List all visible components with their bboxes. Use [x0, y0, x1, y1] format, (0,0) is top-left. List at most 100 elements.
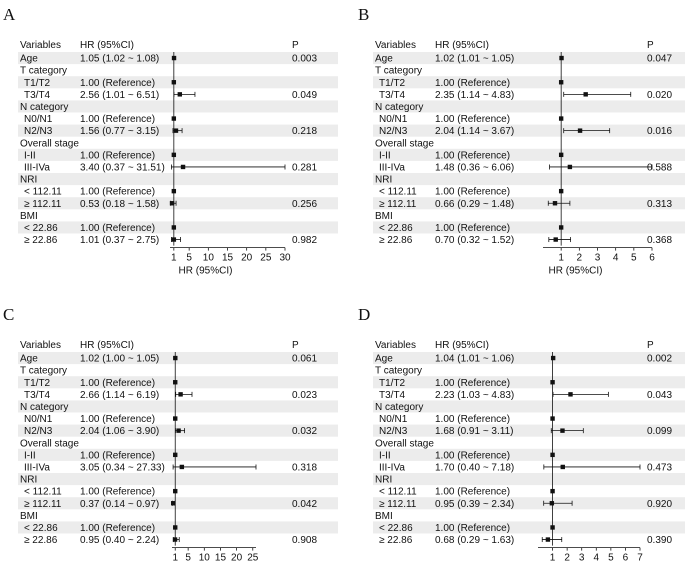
- row-hr-text: 1.00 (Reference): [435, 78, 510, 89]
- row-hr-text: 1.00 (Reference): [80, 487, 155, 498]
- x-tick-label: 20: [241, 253, 253, 264]
- row-stripe: [373, 148, 685, 161]
- row-label: T1/T2: [379, 378, 406, 389]
- row-label: < 22.86: [24, 523, 58, 534]
- row-label: III-IVa: [24, 163, 50, 174]
- row-stripe: [373, 52, 685, 65]
- row-stripe: [18, 52, 338, 65]
- row-hr-text: 1.00 (Reference): [80, 187, 155, 198]
- header-hr: HR (95%CI): [435, 340, 489, 351]
- row-label: T3/T4: [379, 390, 406, 401]
- row-stripe: [373, 424, 685, 437]
- header-variables: Variables: [375, 340, 416, 351]
- row-stripe: [18, 473, 338, 486]
- hr-point: [577, 128, 583, 133]
- hr-point: [169, 201, 175, 206]
- row-hr-text: 0.70 (0.32 ~ 1.52): [435, 235, 514, 246]
- row-p-value: 0.002: [647, 354, 672, 365]
- row-stripe: [18, 521, 338, 534]
- header-p: P: [292, 340, 299, 351]
- row-label: T3/T4: [379, 90, 406, 101]
- x-tick-label: 5: [631, 253, 637, 264]
- row-stripe: [373, 197, 685, 210]
- row-label: T category: [375, 366, 422, 377]
- row-p-value: 0.368: [647, 235, 672, 246]
- row-hr-text: 1.00 (Reference): [435, 187, 510, 198]
- x-tick-label: 5: [608, 553, 614, 563]
- hr-point: [567, 164, 573, 170]
- x-tick-label: 5: [186, 253, 192, 264]
- panel-label: A: [3, 5, 16, 24]
- hr-point: [545, 537, 551, 542]
- row-p-value: 0.281: [292, 163, 317, 174]
- row-hr-text: 1.02 (1.01 ~ 1.05): [435, 54, 514, 65]
- hr-point: [180, 164, 186, 170]
- x-tick-label: 6: [649, 253, 655, 264]
- row-label: N0/N1: [379, 114, 408, 125]
- row-stripe: [18, 448, 338, 461]
- row-label: Overall stage: [20, 138, 79, 149]
- hr-point: [550, 355, 556, 361]
- row-label: BMI: [375, 211, 393, 222]
- row-label: < 22.86: [379, 223, 413, 234]
- row-hr-text: 1.00 (Reference): [435, 450, 510, 461]
- row-hr-text: 1.00 (Reference): [435, 414, 510, 425]
- row-hr-text: 1.00 (Reference): [80, 414, 155, 425]
- x-tick-label: 25: [247, 553, 259, 563]
- row-hr-text: 1.04 (1.01 ~ 1.06): [435, 354, 514, 365]
- row-stripe: [373, 497, 685, 510]
- row-hr-text: 2.04 (1.06 ~ 3.90): [80, 426, 159, 437]
- row-hr-text: 1.00 (Reference): [80, 378, 155, 389]
- panel-label: D: [358, 305, 370, 324]
- x-tick-label: 10: [203, 253, 215, 264]
- row-label: I-II: [379, 150, 391, 161]
- row-p-value: 0.313: [647, 199, 672, 210]
- row-label: N category: [20, 402, 68, 413]
- row-p-value: 0.032: [292, 426, 317, 437]
- row-hr-text: 1.00 (Reference): [435, 223, 510, 234]
- x-tick-label: 1: [171, 253, 177, 264]
- row-stripe: [18, 221, 338, 234]
- row-label: ≥ 22.86: [379, 535, 413, 546]
- hr-point: [549, 501, 555, 506]
- x-tick-label: 5: [185, 553, 191, 563]
- hr-point: [560, 464, 565, 470]
- row-stripe: [373, 221, 685, 234]
- row-hr-text: 1.00 (Reference): [80, 114, 155, 125]
- row-hr-text: 1.02 (1.00 ~ 1.05): [80, 354, 159, 365]
- row-label: < 112.11: [24, 187, 62, 198]
- header-variables: Variables: [20, 40, 61, 51]
- row-stripe: [373, 173, 685, 186]
- row-label: N0/N1: [24, 114, 53, 125]
- row-label: NRI: [20, 175, 37, 186]
- hr-point: [173, 128, 179, 133]
- row-label: I-II: [24, 150, 36, 161]
- row-p-value: 0.047: [647, 54, 672, 65]
- x-axis-label: HR (95%CI): [549, 266, 603, 277]
- row-label: < 22.86: [379, 523, 413, 534]
- row-p-value: 0.390: [647, 535, 672, 546]
- x-tick-label: 4: [613, 253, 619, 264]
- panel-label: B: [358, 5, 369, 24]
- x-axis-label: HR (95%CI): [179, 266, 233, 277]
- row-label: N0/N1: [379, 414, 408, 425]
- row-p-value: 0.020: [647, 90, 672, 101]
- x-tick-label: 6: [623, 553, 629, 563]
- row-label: T1/T2: [379, 78, 406, 89]
- row-label: T category: [20, 366, 67, 377]
- x-tick-label: 7: [637, 553, 643, 563]
- row-p-value: 0.318: [292, 463, 317, 474]
- row-stripe: [18, 76, 338, 89]
- row-hr-text: 2.56 (1.01 ~ 6.51): [80, 90, 159, 101]
- row-hr-text: 3.40 (0.37 ~ 31.51): [80, 163, 165, 174]
- row-label: Age: [20, 54, 38, 65]
- row-label: BMI: [20, 511, 38, 522]
- row-p-value: 0.042: [292, 499, 317, 510]
- row-label: III-IVa: [379, 463, 405, 474]
- row-hr-text: 1.00 (Reference): [435, 150, 510, 161]
- row-label: ≥ 112.11: [24, 499, 62, 510]
- hr-point: [560, 428, 565, 433]
- row-stripe: [373, 448, 685, 461]
